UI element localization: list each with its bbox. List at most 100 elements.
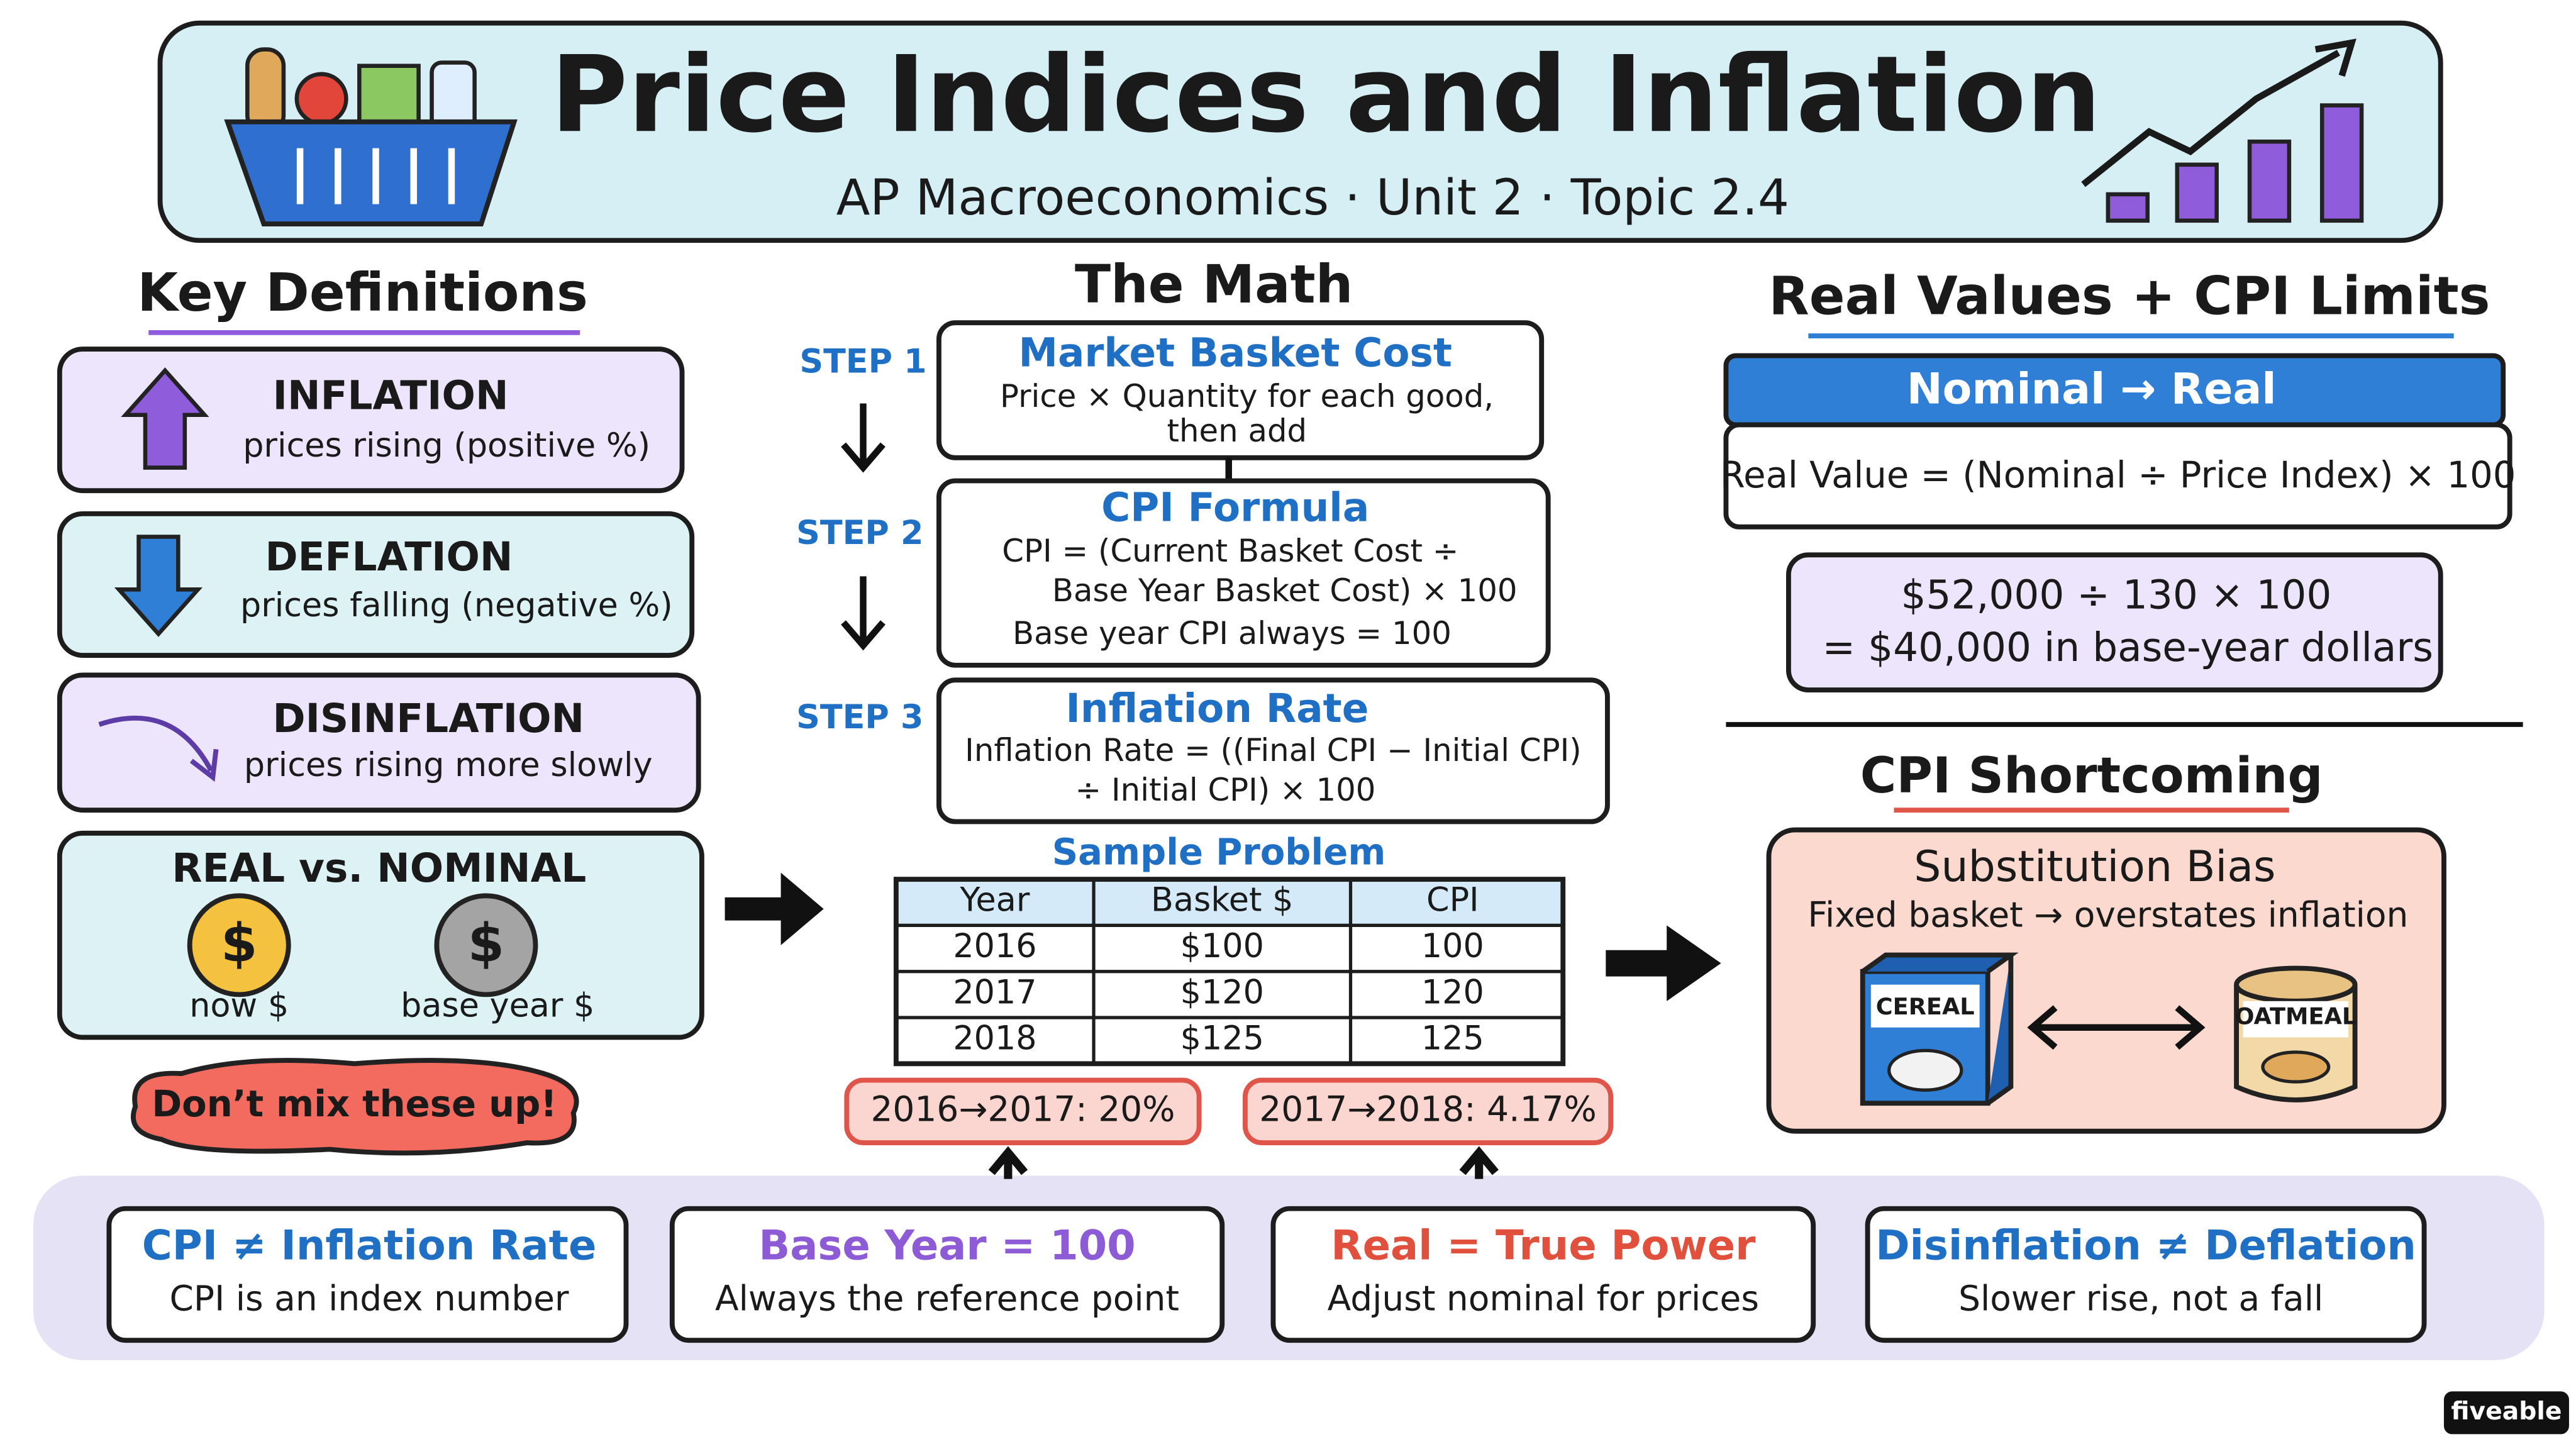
apple: [294, 72, 348, 126]
warning-cloud: [131, 1058, 579, 1156]
takeaway-card: [106, 1206, 629, 1343]
table-cell: $100: [1180, 927, 1264, 965]
cereal-label-bg: [1870, 984, 1980, 1028]
step-line: Price × Quantity for each good,: [1000, 378, 1494, 414]
table-cell: 100: [1421, 927, 1484, 965]
basket: [224, 119, 518, 226]
coin: [187, 893, 291, 997]
table-cell: 2017: [953, 973, 1036, 1011]
result-pill: [1243, 1077, 1614, 1145]
step-card: [936, 677, 1610, 824]
coin-symbol: $: [468, 912, 504, 974]
step-arrow: [841, 576, 886, 651]
pointer-arrow: [1459, 1146, 1499, 1179]
table-cell: $120: [1180, 973, 1264, 1011]
takeaway-text: Slower rise, not a fall: [1958, 1279, 2323, 1319]
item-label: CEREAL: [1876, 993, 1975, 1020]
result-text: 2016→2017: 20%: [870, 1089, 1175, 1129]
step-card: [936, 320, 1545, 460]
table-cell: 2018: [953, 1019, 1036, 1058]
table-header: Basket $: [1151, 881, 1293, 919]
meaning: prices rising more slowly: [244, 746, 653, 784]
brand: fiveable: [2451, 1397, 2562, 1426]
cereal-bowl: [1887, 1048, 1963, 1092]
step-line: CPI = (Current Basket Cost ÷: [1002, 533, 1458, 569]
takeaway-title: Real = True Power: [1331, 1222, 1756, 1270]
definition-card: [57, 511, 695, 658]
result-text: 2017→2018: 4.17%: [1259, 1089, 1596, 1129]
step-title: Market Basket Cost: [1018, 330, 1452, 376]
result-pill: [844, 1077, 1202, 1145]
step-line: ÷ Initial CPI) × 100: [1075, 772, 1376, 808]
curve-arrow-icon: [98, 715, 214, 772]
takeaway-text: CPI is an index number: [170, 1279, 569, 1319]
subtitle: AP Macroeconomics · Unit 2 · Topic 2.4: [836, 169, 1789, 226]
coin-symbol: $: [221, 912, 257, 974]
table-cell: 125: [1421, 1019, 1484, 1058]
step-arrow: [841, 403, 886, 473]
flow-arrow: [724, 872, 824, 945]
example-line: $52,000 ÷ 130 × 100: [1901, 572, 2332, 618]
takeaway-title: CPI ≠ Inflation Rate: [142, 1222, 597, 1270]
step-label: STEP 3: [796, 698, 923, 736]
meaning: prices rising (positive %): [243, 426, 650, 465]
section-heading: Key Definitions: [137, 262, 588, 323]
basket-slats: [296, 148, 455, 204]
table-cell: 120: [1421, 973, 1484, 1011]
step-card: [936, 478, 1551, 668]
table-header-row: [896, 879, 1563, 926]
example-card: [1786, 552, 2443, 692]
table-cell: $125: [1180, 1019, 1264, 1058]
flow-arrow: [1606, 925, 1721, 1001]
trend-line: [2081, 50, 2340, 187]
example-line: = $40,000 in base-year dollars: [1823, 625, 2433, 670]
icon-bar: [2175, 162, 2219, 223]
step-line: then add: [1167, 413, 1307, 449]
formula: Real Value = (Nominal ÷ Price Index) × 1…: [1720, 454, 2516, 496]
definition-card: [57, 347, 685, 494]
swap-arrow: [2027, 1005, 2206, 1050]
step-title: Inflation Rate: [1066, 686, 1369, 731]
table-header: CPI: [1426, 881, 1479, 919]
formula-card: [1723, 422, 2512, 530]
up-arrow-icon: [121, 367, 209, 470]
coin-label: now $: [189, 986, 289, 1024]
icon-bar: [2247, 139, 2292, 223]
oatmeal-lid: [2234, 965, 2358, 1004]
step-line: Inflation Rate = ((Final CPI − Initial C…: [965, 732, 1582, 769]
card-text: Fixed basket → overstates inflation: [1807, 894, 2408, 935]
step-label: STEP 2: [796, 514, 923, 552]
down-arrow-icon: [114, 535, 203, 637]
takeaway-card: [669, 1206, 1225, 1343]
takeaway-card: [1270, 1206, 1816, 1343]
section-heading: CPI Shortcoming: [1860, 747, 2323, 804]
oatmeal-bowl: [2261, 1050, 2331, 1084]
takeaway-title: Base Year = 100: [758, 1222, 1135, 1270]
takeaway-text: Always the reference point: [715, 1279, 1179, 1319]
title: Price Indices and Inflation: [550, 33, 2101, 156]
takeaway-card: [1865, 1206, 2427, 1343]
growth-icon: [2081, 38, 2364, 223]
brand-badge: [2443, 1391, 2569, 1435]
term: DISINFLATION: [272, 696, 584, 741]
term: DEFLATION: [265, 534, 513, 580]
definition-card: [57, 672, 701, 813]
banner-text: Nominal → Real: [1907, 365, 2277, 414]
takeaway-title: Disinflation ≠ Deflation: [1875, 1222, 2416, 1270]
step-line: Base year CPI always = 100: [1013, 615, 1452, 652]
table-cell: 2016: [953, 927, 1036, 965]
header-panel: [157, 20, 2443, 243]
term: INFLATION: [273, 373, 509, 419]
basket-icon: [224, 47, 518, 226]
table-header: Year: [960, 881, 1030, 919]
table-rules: [896, 879, 1563, 1064]
section-heading: Real Values + CPI Limits: [1768, 265, 2490, 326]
sample-title: Sample Problem: [1052, 831, 1386, 873]
card-title: Substitution Bias: [1914, 842, 2275, 892]
meaning: prices falling (negative %): [240, 586, 673, 625]
icon-bar: [2106, 192, 2150, 223]
warning-text: Don’t mix these up!: [152, 1083, 557, 1125]
